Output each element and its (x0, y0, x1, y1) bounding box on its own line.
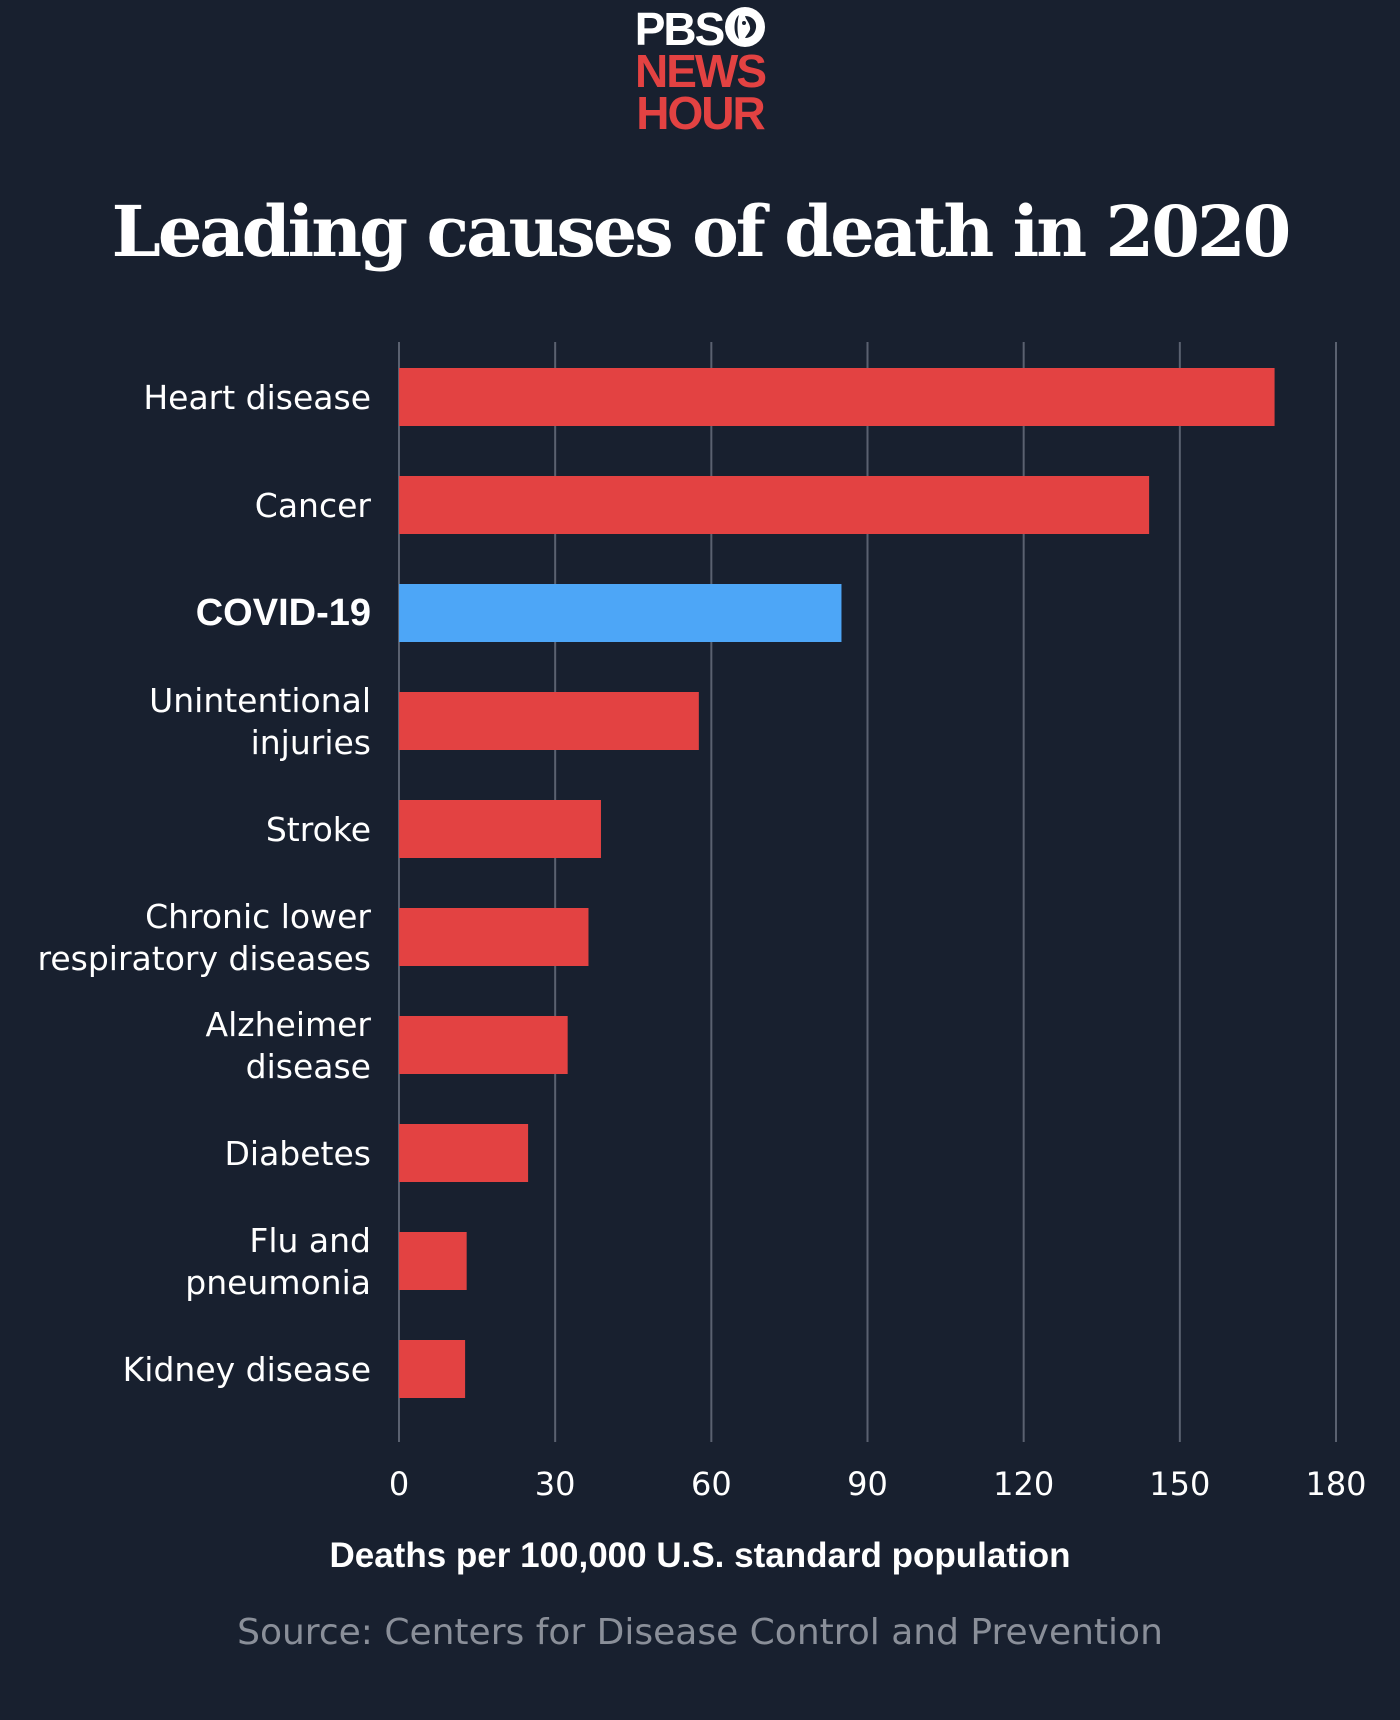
bar-chronic-lower-respiratory-diseases (399, 908, 589, 966)
logo-hour: HOUR (636, 87, 765, 140)
category-label-alzheimer-disease: Alzheimer disease (206, 1005, 372, 1086)
bars (399, 368, 1275, 1398)
category-label-covid-19: COVID-19 (196, 592, 371, 634)
category-label-flu-and-pneumonia: Flu and pneumonia (185, 1221, 371, 1302)
bar-kidney-disease (399, 1340, 466, 1398)
category-label-line: Kidney disease (123, 1350, 371, 1389)
bar-flu-and-pneumonia (399, 1232, 467, 1290)
category-label-line: pneumonia (185, 1263, 371, 1302)
x-tick-label-0: 0 (389, 1465, 409, 1503)
x-tick-label-180: 180 (1305, 1465, 1366, 1503)
category-label-diabetes: Diabetes (225, 1134, 372, 1173)
category-label-heart-disease: Heart disease (143, 378, 371, 417)
bar-diabetes (399, 1124, 529, 1182)
category-label-line: Unintentional (149, 681, 371, 720)
x-tick-label-120: 120 (993, 1465, 1054, 1503)
pbs-head-icon (725, 6, 766, 47)
category-label-line: Chronic lower (145, 897, 371, 936)
bar-heart-disease (399, 368, 1275, 426)
x-axis-label: Deaths per 100,000 U.S. standard populat… (329, 1536, 1071, 1575)
category-label-line: Alzheimer (206, 1005, 372, 1044)
category-label-chronic-lower-respiratory-diseases: Chronic lower respiratory diseases (38, 897, 372, 978)
x-tick-label-150: 150 (1149, 1465, 1210, 1503)
bar-cancer (399, 476, 1150, 534)
category-label-line: Diabetes (225, 1134, 372, 1173)
category-labels: Heart disease Cancer COVID-19 Unintentional… (38, 378, 372, 1389)
bar-unintentional-injuries (399, 692, 699, 750)
category-label-unintentional-injuries: Unintentional injuries (149, 681, 371, 762)
category-label-line: Stroke (266, 810, 371, 849)
x-tick-label-30: 30 (535, 1465, 576, 1503)
logo-pbs-text: PBS (634, 2, 726, 55)
category-label-line: disease (246, 1047, 371, 1086)
category-label-cancer: Cancer (255, 486, 372, 525)
category-label-line: respiratory diseases (38, 939, 371, 978)
category-label-line: Heart disease (143, 378, 371, 417)
x-tick-label-90: 90 (847, 1465, 888, 1503)
bar-covid-19 (399, 584, 842, 642)
source-note: Source: Centers for Disease Control and … (237, 1612, 1163, 1653)
category-label-line: COVID-19 (196, 592, 371, 634)
category-label-kidney-disease: Kidney disease (123, 1350, 371, 1389)
x-tick-labels: 0 30 60 90 120 150 180 (389, 1465, 1367, 1503)
logo-pbs: PBS (0, 2, 1400, 55)
logo-news: NEWS (635, 45, 767, 97)
category-label-line: Flu and (249, 1221, 371, 1260)
category-label-stroke: Stroke (266, 810, 371, 849)
x-tick-label-60: 60 (691, 1465, 732, 1503)
category-label-line: Cancer (255, 486, 372, 525)
bar-stroke (399, 800, 601, 858)
bar-alzheimer-disease (399, 1016, 568, 1074)
pbs-newshour-logo: PBS NEWS HOUR (0, 2, 1400, 140)
category-label-line: injuries (251, 723, 371, 762)
chart-title: Leading causes of death in 2020 (111, 190, 1292, 273)
